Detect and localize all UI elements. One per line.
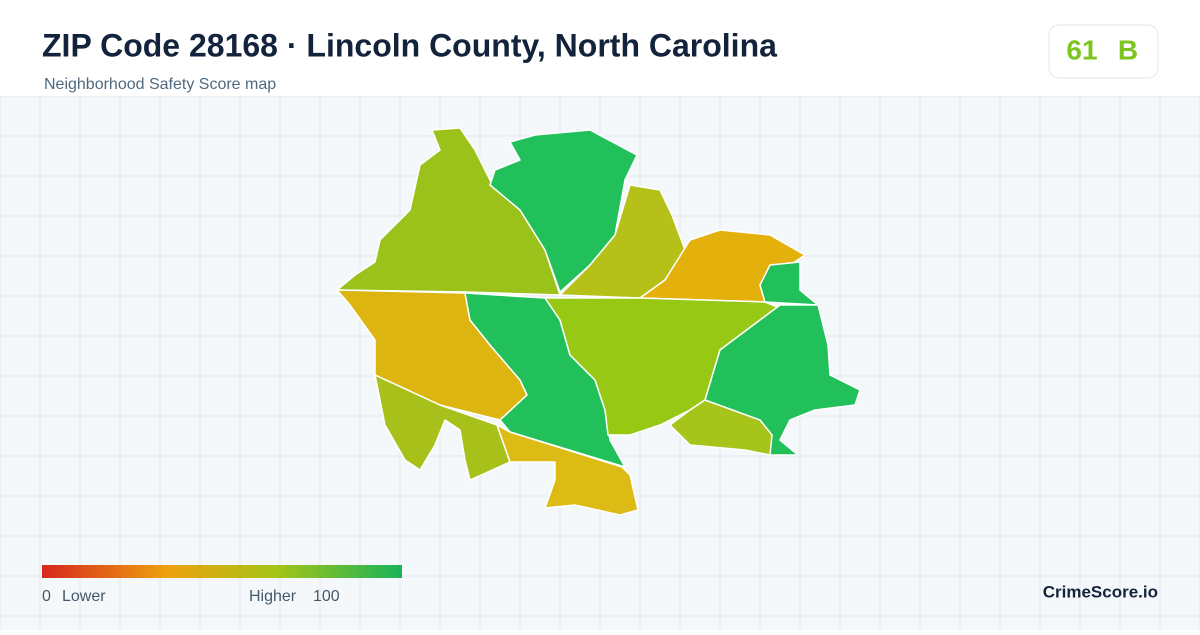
subtitle: Neighborhood Safety Score map [44,76,276,93]
region [496,424,639,516]
region [489,129,638,293]
legend-gradient [42,565,402,578]
header-band [0,0,1200,96]
score-value: 61 [1066,34,1097,65]
legend-max-label: Higher [249,588,297,605]
brand: CrimeScore.io [1043,582,1158,601]
score-badge [1048,24,1159,79]
score-grade: B [1118,34,1138,65]
legend-min-label: Lower [62,588,106,605]
legend-min: 0 [42,588,51,605]
title: ZIP Code 28168 · Lincoln County, North C… [42,27,777,63]
region [669,399,773,456]
zip-regions [336,127,861,516]
legend-max: 100 [313,588,340,605]
